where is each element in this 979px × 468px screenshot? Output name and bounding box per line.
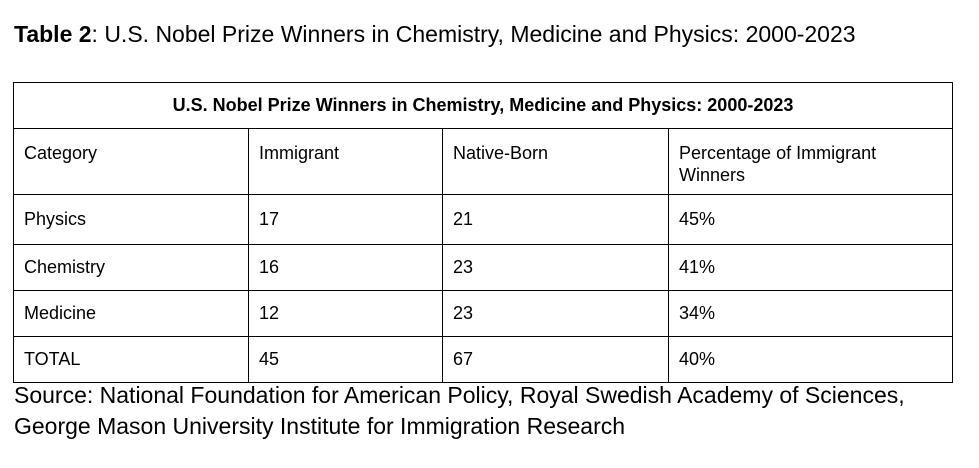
cell-immigrant: 12 bbox=[248, 290, 443, 337]
cell-category: Medicine bbox=[13, 290, 249, 337]
table-title: U.S. Nobel Prize Winners in Chemistry, M… bbox=[12, 82, 954, 129]
cell-immigrant: 17 bbox=[248, 194, 443, 245]
nobel-winners-table: U.S. Nobel Prize Winners in Chemistry, M… bbox=[12, 82, 954, 383]
table-title-row: U.S. Nobel Prize Winners in Chemistry, M… bbox=[12, 82, 954, 129]
cell-category: Chemistry bbox=[13, 244, 249, 291]
cell-native-born: 67 bbox=[442, 336, 669, 383]
cell-category: TOTAL bbox=[13, 336, 249, 383]
cell-immigrant: 45 bbox=[248, 336, 443, 383]
table-row-total: TOTAL 45 67 40% bbox=[13, 336, 954, 383]
column-header-category: Category bbox=[13, 128, 249, 195]
table-row: Chemistry 16 23 41% bbox=[13, 244, 954, 291]
source-note: Source: National Foundation for American… bbox=[14, 382, 905, 439]
table-row: Physics 17 21 45% bbox=[13, 194, 954, 245]
table-header-row: Category Immigrant Native-Born Percentag… bbox=[13, 128, 954, 195]
cell-percentage: 45% bbox=[667, 194, 954, 245]
table-caption-label: Table 2 bbox=[14, 21, 92, 47]
column-header-percentage: Percentage of Immigrant Winners bbox=[667, 128, 954, 195]
cell-percentage: 34% bbox=[667, 290, 954, 337]
table-caption-text: : U.S. Nobel Prize Winners in Chemistry,… bbox=[91, 21, 856, 47]
table-caption: Table 2: U.S. Nobel Prize Winners in Che… bbox=[14, 20, 856, 48]
column-header-immigrant: Immigrant bbox=[248, 128, 443, 195]
cell-native-born: 23 bbox=[442, 290, 669, 337]
cell-native-born: 23 bbox=[442, 244, 669, 291]
cell-percentage: 41% bbox=[667, 244, 954, 291]
cell-immigrant: 16 bbox=[248, 244, 443, 291]
cell-native-born: 21 bbox=[442, 194, 669, 245]
column-header-native-born: Native-Born bbox=[442, 128, 669, 195]
table-row: Medicine 12 23 34% bbox=[13, 290, 954, 337]
cell-percentage: 40% bbox=[667, 336, 954, 383]
cell-category: Physics bbox=[13, 194, 249, 245]
